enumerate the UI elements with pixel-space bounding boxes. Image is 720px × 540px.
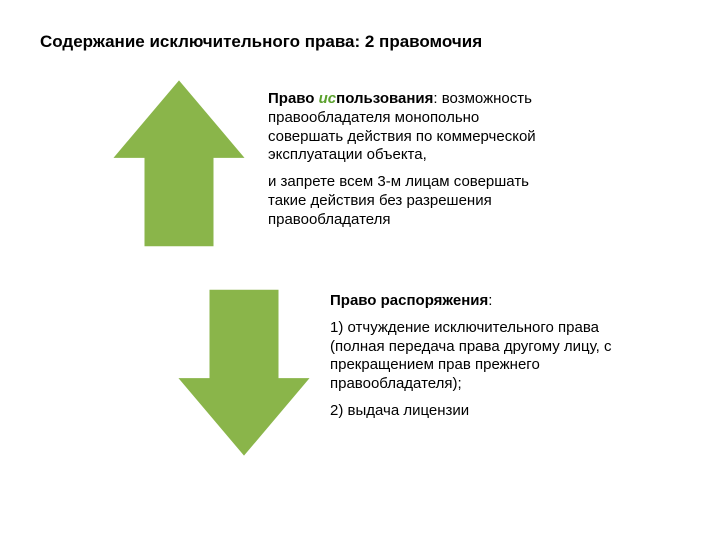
disposal-item1-paren: (полная передача права другому лицу, с п… xyxy=(330,338,611,393)
arrow-up-icon xyxy=(110,78,248,248)
usage-heading-suffix: пользования xyxy=(336,90,433,107)
slide-root: Содержание исключительного права: 2 прав… xyxy=(0,0,720,540)
disposal-item2: 2) выдача лицензии xyxy=(330,402,630,421)
disposal-heading-bold: Право распоряжения xyxy=(330,292,488,309)
page-title: Содержание исключительного права: 2 прав… xyxy=(40,32,482,52)
disposal-rights-block: Право распоряжения: 1) отчуждение исключ… xyxy=(330,292,630,429)
usage-heading-accent: ис xyxy=(319,90,337,107)
disposal-item1: 1) отчуждение исключительного права (пол… xyxy=(330,319,630,394)
disposal-heading-tail: : xyxy=(488,292,492,309)
arrow-up-svg xyxy=(110,78,248,248)
arrow-down-icon xyxy=(175,288,313,458)
usage-rights-block: Право использования: возможность правооб… xyxy=(268,90,558,237)
usage-rights-para2: и запрете всем 3-м лицам совершать такие… xyxy=(268,173,558,229)
usage-rights-heading: Право использования: возможность правооб… xyxy=(268,90,558,165)
usage-heading-prefix: Право xyxy=(268,90,319,107)
disposal-item1-lead: 1) отчуждение исключительного права xyxy=(330,319,599,336)
disposal-heading: Право распоряжения: xyxy=(330,292,630,311)
arrow-down-svg xyxy=(175,288,313,458)
